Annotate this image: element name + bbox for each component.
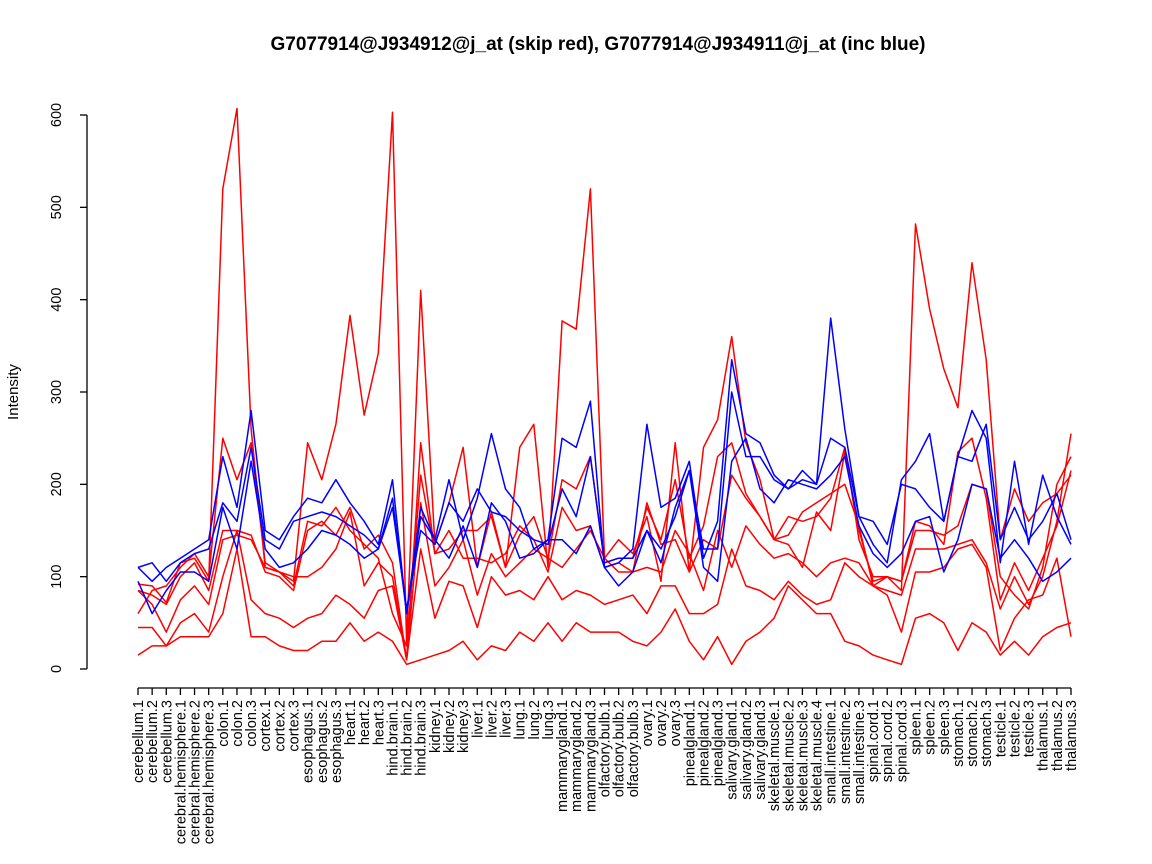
skip-series-line: [138, 529, 1072, 661]
y-tick-label: 400: [49, 288, 65, 312]
x-tick-label: cerebral.hemisphere.3: [202, 700, 218, 844]
x-tick-label: spinal.cord.3: [894, 700, 910, 782]
inclusion-series-line: [137, 317, 1072, 615]
x-tick-label: lung.1: [513, 700, 529, 740]
y-axis-label: Intensity: [5, 364, 22, 420]
x-tick-label: skeletal.muscle.4: [810, 700, 826, 811]
x-tick-label: stomach.1: [951, 700, 967, 767]
x-tick-label: liver.2: [484, 700, 500, 738]
y-tick-label: 500: [49, 195, 65, 219]
y-tick-label: 100: [49, 565, 65, 589]
x-tick-label: small.intestine.2: [838, 700, 854, 804]
x-tick-label: hind.brain.3: [414, 700, 430, 776]
x-tick-label: testicle.3: [1022, 700, 1038, 757]
x-tick-label: salivary.gland.1: [725, 700, 741, 800]
x-tick-label: olfactory.bulb.2: [612, 700, 628, 797]
x-tick-label: kidney.1: [428, 700, 444, 753]
y-tick-label: 0: [49, 665, 65, 673]
x-tick-label: salivary.gland.2: [739, 700, 755, 800]
x-tick-label: liver.3: [499, 700, 515, 738]
x-axis: cerebellum.1cerebellum.2cerebellum.3cere…: [131, 687, 1080, 844]
x-tick-label: heart.3: [371, 700, 387, 745]
x-tick-label: pinealgland.1: [682, 700, 698, 786]
x-tick-label: colon.3: [244, 700, 260, 747]
x-tick-label: thalamus.1: [1036, 700, 1052, 771]
x-tick-label: skeletal.muscle.2: [781, 700, 797, 811]
x-tick-label: esophagus.3: [329, 700, 345, 783]
x-tick-label: spleen.2: [923, 700, 939, 755]
x-tick-label: spinal.cord.2: [880, 700, 896, 782]
x-tick-label: esophagus.1: [301, 700, 317, 783]
x-tick-label: small.intestine.3: [852, 700, 868, 804]
y-axis: 0 100 200 300 400 500 600: [49, 103, 88, 673]
x-tick-label: ovary.3: [668, 700, 684, 746]
y-tick-label: 300: [49, 380, 65, 404]
x-tick-label: kidney.2: [442, 700, 458, 753]
x-tick-label: cortex.3: [287, 700, 303, 752]
x-tick-label: thalamus.2: [1050, 700, 1066, 771]
x-tick-label: pinealgland.2: [696, 700, 712, 786]
inclusion-series-line: [137, 391, 1072, 610]
inclusion-series-line: [137, 437, 1072, 615]
x-tick-label: ovary.1: [640, 700, 656, 746]
x-tick-label: cortex.1: [258, 700, 274, 752]
x-tick-label: testicle.1: [993, 700, 1009, 757]
x-tick-label: ovary.2: [654, 700, 670, 746]
x-tick-label: colon.2: [230, 700, 246, 747]
x-tick-label: salivary.gland.3: [753, 700, 769, 800]
x-tick-label: heart.2: [357, 700, 373, 745]
x-tick-label: liver.1: [470, 700, 486, 738]
x-tick-label: small.intestine.1: [824, 700, 840, 804]
skip-series-line: [137, 548, 1072, 666]
x-tick-label: cortex.2: [272, 700, 288, 752]
x-tick-label: thalamus.3: [1064, 700, 1080, 771]
x-tick-label: cerebral.hemisphere.2: [188, 700, 204, 844]
x-tick-label: mammarygland.3: [583, 700, 599, 812]
x-tick-label: spleen.1: [909, 700, 925, 755]
x-tick-label: spinal.cord.1: [866, 700, 882, 782]
x-tick-label: mammarygland.2: [569, 700, 585, 812]
x-tick-label: mammarygland.1: [555, 700, 571, 812]
y-tick-label: 200: [49, 472, 65, 496]
x-tick-label: colon.1: [216, 700, 232, 747]
x-tick-label: skeletal.muscle.3: [795, 700, 811, 811]
y-tick-label: 600: [49, 103, 65, 127]
chart-title: G7077914@J934912@j_at (skip red), G70779…: [270, 34, 925, 55]
x-tick-label: lung.2: [527, 700, 543, 740]
x-tick-label: hind.brain.2: [400, 700, 416, 776]
x-tick-label: olfactory.bulb.3: [626, 700, 642, 797]
x-tick-label: cerebellum.3: [159, 700, 175, 783]
x-tick-label: cerebellum.1: [131, 700, 147, 783]
x-tick-label: cerebral.hemisphere.1: [173, 700, 189, 844]
x-tick-label: esophagus.2: [315, 700, 331, 783]
x-tick-label: cerebellum.2: [145, 700, 161, 783]
x-tick-label: olfactory.bulb.1: [598, 700, 614, 797]
x-tick-label: heart.1: [343, 700, 359, 745]
x-tick-label: kidney.3: [456, 700, 472, 753]
x-tick-label: hind.brain.1: [385, 700, 401, 776]
x-tick-label: testicle.2: [1007, 700, 1023, 757]
x-tick-label: stomach.3: [979, 700, 995, 767]
x-tick-label: lung.3: [541, 700, 557, 740]
x-tick-label: spleen.3: [937, 700, 953, 755]
x-tick-label: skeletal.muscle.1: [767, 700, 783, 811]
x-tick-label: stomach.2: [965, 700, 981, 767]
x-tick-label: pinealgland.3: [711, 700, 727, 786]
series-layer: [137, 107, 1072, 666]
